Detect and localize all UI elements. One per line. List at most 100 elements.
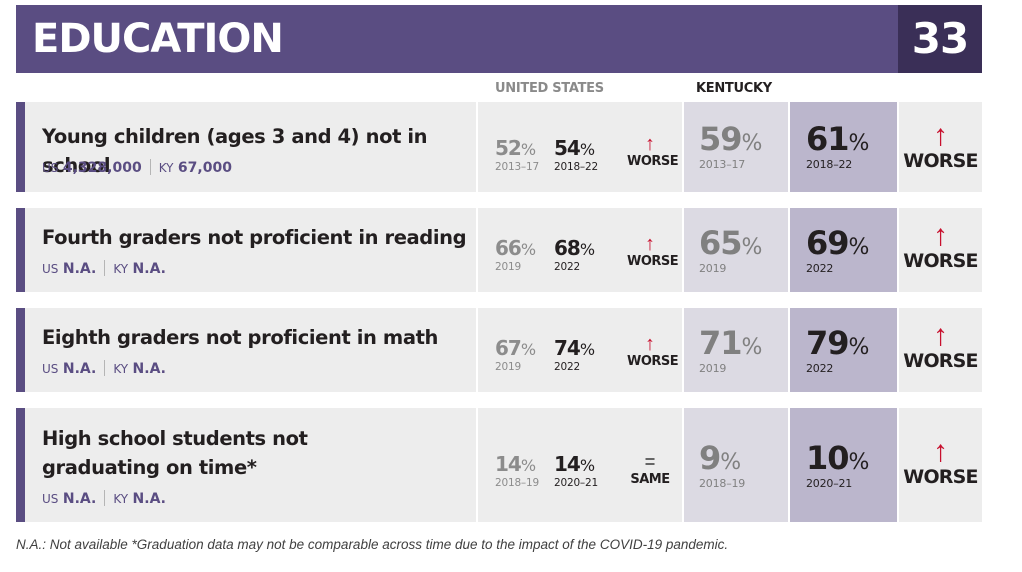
ky-trend: ↑ WORSE (899, 437, 982, 489)
ky-count-prefix: KY (158, 161, 174, 175)
us-stats-cell: 14% 2018–19 14% 2020–21 = SAME (478, 408, 682, 522)
column-header-us: UNITED STATES (495, 81, 604, 96)
ky-later-value: 61 (806, 120, 850, 158)
us-earlier-stat: 66% 2019 (495, 236, 536, 273)
ky-earlier-stat: 65% 2019 (699, 224, 762, 275)
ky-trend-label: WORSE (903, 250, 978, 272)
count-divider (104, 260, 106, 276)
percent-sign: % (741, 131, 763, 156)
ky-trend: ↑ WORSE (899, 119, 982, 173)
percent-sign: % (848, 450, 870, 475)
us-earlier-year: 2013–17 (495, 161, 539, 173)
us-later-value: 54 (554, 136, 581, 160)
ky-later-value: 69 (806, 224, 850, 262)
percent-sign: % (848, 235, 870, 260)
up-arrow-icon: ↑ (933, 119, 948, 152)
percent-sign: % (579, 456, 596, 475)
us-later-stat: 68% 2022 (554, 236, 595, 273)
ky-earlier-year: 2019 (699, 262, 727, 275)
us-later-value: 74 (554, 336, 581, 360)
ky-trend: ↑ WORSE (899, 321, 982, 373)
ky-count: 67,000 (177, 160, 232, 176)
us-count-prefix: US (42, 492, 59, 506)
us-trend-label: WORSE (627, 254, 679, 269)
ky-earlier-stat: 9% 2018–19 (699, 439, 745, 490)
us-earlier-year: 2019 (495, 361, 521, 373)
indicator-row-eighth-grade-math: Eighth graders not proficient in math US… (16, 308, 982, 392)
indicator-row-young-children: Young children (ages 3 and 4) not in sch… (16, 102, 982, 192)
ky-count-prefix: KY (113, 492, 129, 506)
ky-earlier-year: 2018–19 (699, 477, 746, 490)
us-trend: ↑ WORSE (627, 334, 679, 369)
indicator-title: Young children (ages 3 and 4) not in sch… (42, 125, 428, 177)
us-later-year: 2020–21 (554, 477, 598, 489)
ky-earlier-stat: 59% 2013–17 (699, 120, 762, 171)
ky-later-cell: 79% 2022 (790, 308, 897, 392)
us-later-year: 2018–22 (554, 161, 598, 173)
indicator-title: Eighth graders not proficient in math (42, 326, 438, 349)
indicator-label-cell: High school students not graduating on t… (25, 408, 476, 522)
ky-count: N.A. (132, 491, 166, 507)
ky-earlier-cell: 59% 2013–17 (684, 102, 788, 192)
ky-later-stat: 79% 2022 (806, 324, 869, 375)
ky-earlier-value: 9 (699, 439, 721, 477)
page-number: 33 (898, 5, 982, 73)
column-header-ky: KENTUCKY (696, 81, 772, 96)
us-later-value: 68 (554, 236, 581, 260)
ky-later-stat: 69% 2022 (806, 224, 869, 275)
percent-sign: % (520, 240, 537, 259)
ky-trend-cell: ↑ WORSE (899, 308, 982, 392)
us-count-prefix: US (42, 362, 59, 376)
us-trend-label: WORSE (627, 154, 679, 169)
ky-later-cell: 69% 2022 (790, 208, 897, 292)
us-later-year: 2022 (554, 261, 580, 273)
ky-earlier-stat: 71% 2019 (699, 324, 762, 375)
indicator-counts: US N.A. KY N.A. (42, 260, 166, 277)
us-earlier-value: 52 (495, 136, 522, 160)
count-divider (149, 159, 151, 175)
up-arrow-icon: ↑ (933, 219, 948, 252)
percent-sign: % (848, 131, 870, 156)
percent-sign: % (579, 140, 596, 159)
indicator-title: Fourth graders not proficient in reading (42, 226, 467, 249)
us-later-stat: 74% 2022 (554, 336, 595, 373)
us-earlier-year: 2019 (495, 261, 521, 273)
footnote: N.A.: Not available *Graduation data may… (16, 537, 729, 552)
us-count: N.A. (62, 491, 97, 507)
ky-later-value: 10 (806, 439, 850, 477)
indicator-title: High school students not graduating on t… (42, 427, 308, 479)
row-accent-bar (16, 208, 25, 292)
ky-later-year: 2020–21 (806, 477, 853, 490)
indicator-label-cell: Young children (ages 3 and 4) not in sch… (25, 102, 476, 192)
percent-sign: % (848, 335, 870, 360)
us-count-prefix: US (42, 262, 59, 276)
indicator-row-graduation: High school students not graduating on t… (16, 408, 982, 522)
us-earlier-year: 2018–19 (495, 477, 539, 489)
ky-trend: ↑ WORSE (899, 219, 982, 273)
us-count-prefix: US (42, 161, 59, 175)
ky-count-prefix: KY (113, 262, 129, 276)
ky-trend-cell: ↑ WORSE (899, 408, 982, 522)
ky-earlier-value: 65 (699, 224, 743, 262)
indicator-label-cell: Eighth graders not proficient in math US… (25, 308, 476, 392)
ky-earlier-cell: 71% 2019 (684, 308, 788, 392)
us-trend: = SAME (627, 452, 673, 487)
us-earlier-stat: 52% 2013–17 (495, 136, 539, 173)
us-trend: ↑ WORSE (627, 134, 679, 169)
ky-later-year: 2022 (806, 362, 834, 375)
ky-count: N.A. (132, 261, 166, 277)
equals-icon: = (644, 452, 656, 472)
ky-earlier-cell: 9% 2018–19 (684, 408, 788, 522)
us-stats-cell: 66% 2019 68% 2022 ↑ WORSE (478, 208, 682, 292)
count-divider (104, 490, 106, 506)
row-accent-bar (16, 408, 25, 522)
indicator-counts: US N.A. KY N.A. (42, 490, 166, 507)
percent-sign: % (579, 340, 596, 359)
us-earlier-value: 66 (495, 236, 522, 260)
us-count: 4,328,000 (62, 160, 142, 176)
us-count: N.A. (62, 261, 97, 277)
ky-later-year: 2018–22 (806, 158, 853, 171)
us-earlier-value: 14 (495, 452, 522, 476)
ky-later-stat: 10% 2020–21 (806, 439, 869, 490)
row-accent-bar (16, 308, 25, 392)
